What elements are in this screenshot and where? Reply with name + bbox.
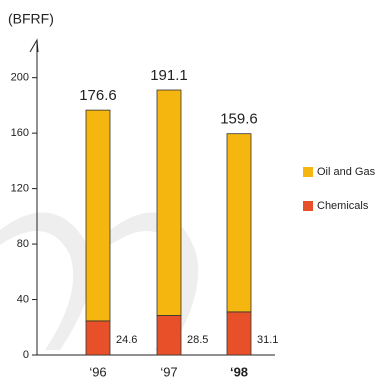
y-tick-label: 80 <box>17 238 29 250</box>
total-label: 191.1 <box>150 67 188 84</box>
bar-segment <box>156 89 182 316</box>
decoration <box>0 212 93 350</box>
bar-segment <box>85 109 111 322</box>
y-tick-label: 40 <box>17 293 29 305</box>
total-label: 159.6 <box>220 111 258 128</box>
bar-segment <box>226 133 252 313</box>
x-tick-label: ‘98 <box>230 364 248 379</box>
total-label: 176.6 <box>79 87 117 104</box>
bar-segment <box>226 311 252 356</box>
x-tick-label: ‘97 <box>160 364 177 379</box>
bar-segment <box>85 320 111 356</box>
value-label: 28.5 <box>187 334 208 346</box>
y-tick-label: 160 <box>11 127 29 139</box>
legend-swatch <box>303 167 313 177</box>
y-tick-label: 120 <box>11 183 29 195</box>
bar-segment <box>156 315 182 356</box>
value-label: 24.6 <box>116 334 137 346</box>
legend-swatch <box>303 201 313 211</box>
value-label: 31.1 <box>257 334 278 346</box>
y-tick-label: 200 <box>11 72 29 84</box>
legend-label: Oil and Gas <box>317 166 376 178</box>
decoration <box>110 212 199 350</box>
x-tick-label: ‘96 <box>89 364 106 379</box>
legend-label: Chemicals <box>317 200 369 212</box>
y-tick-label: 0 <box>23 349 29 361</box>
unit-label: (BFRF) <box>8 11 54 27</box>
axis-arrow <box>29 38 39 53</box>
